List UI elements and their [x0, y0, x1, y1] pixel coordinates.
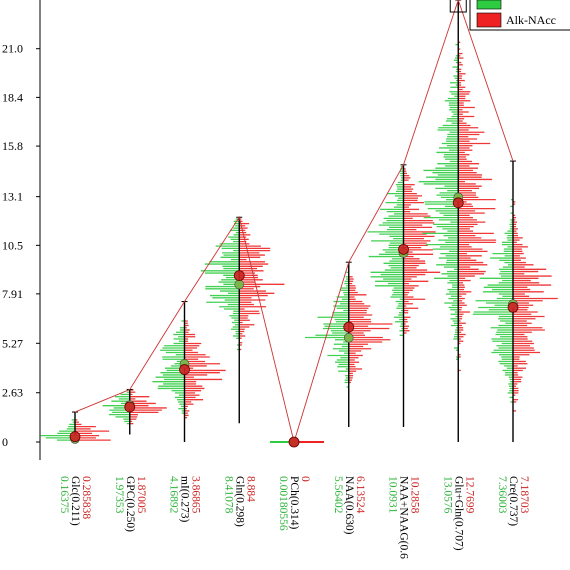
legend-label-series2: Alk-NAcc [506, 13, 556, 27]
y-tick-label: 18.4 [2, 90, 23, 104]
series1-value-label: 13.0576 [441, 476, 453, 514]
series2-mean-marker [343, 321, 355, 333]
series1-mean-marker [343, 332, 354, 343]
y-tick-label: 15.8 [2, 139, 23, 153]
category-label: NAA(0.630) [343, 476, 355, 535]
series2-mean-marker [398, 243, 409, 255]
highlight-box [449, 0, 467, 13]
category-label: mI(0.273) [179, 476, 191, 522]
series2-value-label: 3.86865 [190, 476, 202, 514]
legend-swatch-series1 [476, 0, 502, 10]
series1-value-label: 4.16892 [168, 476, 180, 514]
legend: Alk-NAcc [449, 0, 570, 31]
series2-value-label: 6.13524 [354, 476, 366, 514]
category-label: PCh(0.314) [288, 476, 300, 530]
category-label: Cre(0.737) [507, 476, 519, 526]
series1-value-label: 8.41078 [222, 476, 234, 514]
series1-value-label: 0.16375 [58, 476, 70, 514]
max-envelope-line [74, 0, 514, 444]
y-axis: 0 2.63 5.27 7.91 10.5 13.1 15.8 18.4 21.0 [2, 0, 41, 460]
series2-mean-marker [288, 436, 300, 448]
mean-markers [69, 192, 519, 448]
series2-mean-marker [233, 270, 245, 282]
range-stems [72, 0, 516, 442]
series2-mean-marker [124, 401, 136, 413]
series2-value-label: 12.7699 [463, 476, 475, 514]
series2-mean-marker [452, 197, 464, 209]
series2-mean-marker [507, 301, 519, 313]
legend-swatch-series2 [476, 12, 502, 28]
series2-value-label: 8.884 [244, 476, 256, 502]
y-tick-label: 21.0 [2, 42, 23, 56]
series1-value-label: 1.97353 [113, 476, 125, 514]
y-tick-label: 0 [2, 435, 8, 449]
series2-value-label: 0 [299, 476, 311, 482]
series2-value-label: 1.87005 [135, 476, 147, 514]
y-tick-label: 5.27 [2, 336, 23, 350]
category-label: GPC(0.250) [124, 476, 136, 532]
y-tick-label: 13.1 [2, 190, 23, 204]
series1-value-label: 7.36003 [496, 476, 508, 514]
category-label: NAA+NAAG(0.6 [398, 476, 410, 559]
category-label: Glc(0.211) [69, 476, 81, 526]
series1-value-label: 5.56402 [332, 476, 344, 514]
y-tick-label: 2.63 [2, 386, 23, 400]
distribution-layer [40, 41, 558, 443]
series2-value-label: 10.2858 [409, 476, 421, 514]
series1-value-label: 0.00180556 [277, 476, 289, 531]
series2-mean-marker [69, 431, 81, 443]
category-label: Glu+Gln(0.707) [452, 476, 464, 551]
series1-mean-marker [234, 279, 245, 290]
series2-mean-marker [179, 364, 190, 375]
y-tick-label: 7.91 [2, 287, 23, 301]
y-tick-label: 10.5 [2, 238, 23, 252]
category-label: Gln(0.298) [233, 476, 245, 527]
series2-value-label: 7.18703 [518, 476, 530, 514]
series1-value-label: 10.0931 [387, 476, 399, 514]
envelope-line [74, 0, 514, 444]
series2-value-label: 0.285838 [80, 476, 92, 519]
